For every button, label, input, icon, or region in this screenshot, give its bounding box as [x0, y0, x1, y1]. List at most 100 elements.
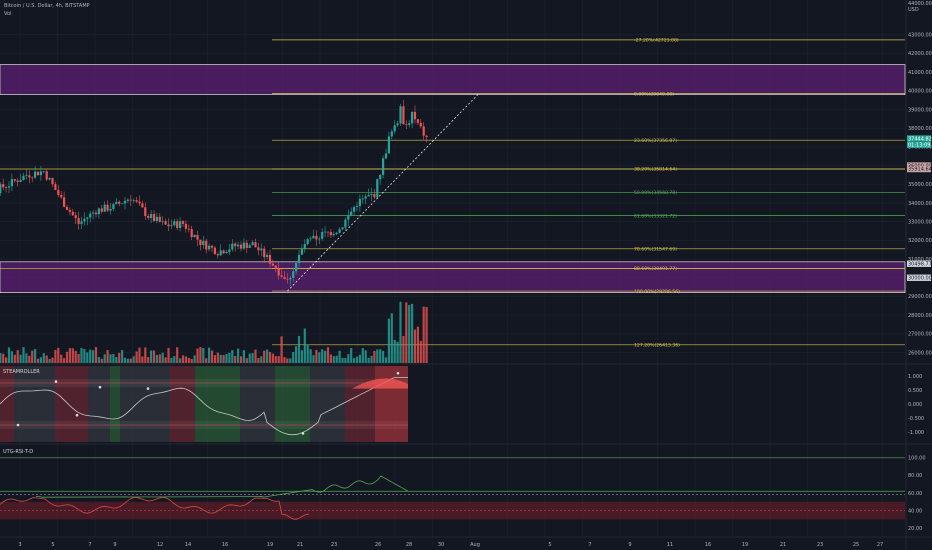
volume-bar: [45, 355, 48, 363]
candle-body: [289, 277, 292, 280]
volume-bar: [355, 356, 359, 363]
fib-label: 78.60%(31547.69): [634, 246, 677, 252]
volume-bar: [106, 350, 109, 363]
candle-body: [112, 203, 115, 209]
candle-body: [109, 208, 112, 211]
volume-bar: [0, 353, 2, 363]
candle-body: [283, 276, 286, 279]
price-tick: 43000.00: [908, 32, 932, 38]
candle-body: [260, 248, 263, 251]
candle-body: [123, 200, 127, 204]
candle-body: [100, 208, 103, 212]
volume-bars: [0, 301, 428, 363]
volume-bar: [283, 357, 286, 363]
candle-body: [379, 174, 382, 180]
candle-body: [150, 214, 153, 218]
price-tick: 31000.00: [908, 257, 932, 263]
volume-bar: [161, 352, 164, 363]
candle-body: [65, 206, 69, 210]
time-tick: 28: [406, 542, 412, 548]
steamroller-band: [14, 366, 55, 442]
volume-bar: [295, 346, 298, 363]
volume-bar: [341, 357, 344, 363]
steamroller-marker: [98, 385, 102, 389]
volume-bar: [202, 348, 205, 363]
price-tick-top: 44000.00: [908, 1, 932, 7]
candle-body: [118, 201, 121, 204]
price-tick: 26000.00: [908, 350, 932, 356]
candle-body: [416, 119, 419, 123]
volume-bar: [118, 352, 121, 363]
volume-bar: [390, 313, 393, 363]
volume-bar: [402, 336, 405, 363]
volume-bar: [228, 352, 231, 363]
time-tick: 7: [588, 542, 591, 548]
volume-bar: [332, 356, 335, 363]
steamroller-title: STEAMROLLER: [3, 369, 40, 375]
steamroller-band: [110, 366, 120, 442]
candle-body: [7, 186, 11, 188]
currency-label: USD: [908, 7, 919, 13]
candle-body: [135, 200, 138, 202]
volume-bar: [144, 347, 147, 363]
candle-body: [5, 187, 8, 188]
volume-bar: [257, 357, 260, 363]
candle-body: [271, 263, 274, 266]
price-tick: 41000.00: [908, 70, 932, 76]
volume-bar: [396, 341, 399, 363]
volume-bar: [422, 306, 425, 363]
volume-bar: [129, 358, 132, 363]
volume-bar: [138, 347, 141, 363]
price-tick: 33000.00: [908, 219, 932, 225]
level-tag: 35914.64: [908, 167, 932, 173]
candle-body: [161, 221, 164, 222]
steamroller-band: [240, 366, 275, 442]
candle-body: [126, 199, 129, 201]
candle-body: [94, 212, 98, 215]
fib-label: 100.00%(29286.56): [634, 289, 680, 295]
volume-bar: [237, 348, 240, 363]
candle-body: [408, 123, 411, 125]
candle-body: [384, 153, 388, 159]
volume-bar: [94, 347, 98, 363]
rsi-tick: 40.00: [908, 508, 922, 514]
volume-bar: [245, 358, 248, 363]
candle-body: [28, 175, 31, 178]
candle-body: [254, 242, 257, 248]
candle-body: [382, 158, 385, 175]
volume-bar: [309, 349, 312, 363]
volume-bar: [219, 354, 222, 363]
candle-body: [239, 244, 243, 249]
volume-bar: [147, 357, 150, 363]
candle-body: [353, 207, 356, 212]
steamroller-tick: 0.500: [908, 388, 922, 394]
symbol-title: Bitcoin / U.S. Dollar, 4h, BITSTAMP: [4, 3, 90, 9]
volume-bar: [344, 358, 347, 363]
candle-body: [312, 235, 315, 239]
steamroller-band: [55, 366, 88, 442]
candle-body: [422, 126, 425, 136]
volume-bar: [68, 348, 71, 363]
time-tick: 16: [222, 542, 228, 548]
candle-body: [309, 238, 312, 240]
candle-body: [274, 265, 277, 269]
steamroller-pane: [0, 366, 408, 442]
candle-body: [225, 252, 228, 254]
candle-body: [147, 216, 150, 218]
volume-bar: [277, 356, 280, 363]
fib-label: -27.20%(42723.08): [634, 38, 679, 44]
rsi-line-down: [0, 496, 310, 520]
volume-bar: [77, 354, 80, 363]
steamroller-band: [195, 366, 240, 442]
steamroller-band: [345, 366, 375, 442]
candle-body: [413, 111, 417, 120]
volume-bar: [210, 350, 214, 363]
time-tick: 11: [667, 542, 673, 548]
candle-body: [376, 179, 379, 198]
volume-bar: [260, 356, 263, 363]
candle-body: [405, 124, 408, 125]
volume-bar: [121, 350, 124, 363]
volume-bar: [152, 350, 156, 363]
volume-bar: [205, 358, 208, 363]
